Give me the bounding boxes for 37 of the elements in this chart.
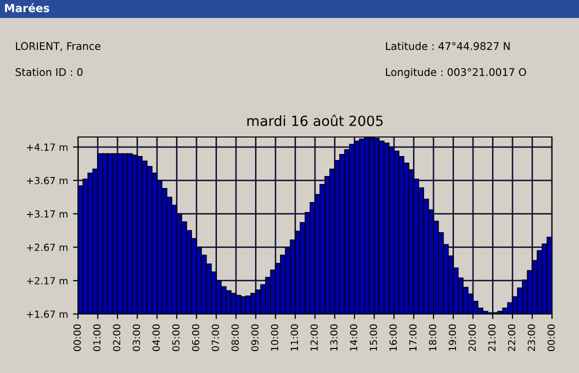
x-tick-label: 22:00 xyxy=(508,324,516,352)
x-tick-label: 11:00 xyxy=(290,324,298,351)
text: LORIENT, France xyxy=(16,42,100,52)
x-tick-label: 17:00 xyxy=(409,324,417,351)
x-tick-label: 23:00 xyxy=(528,324,536,352)
x-tick-label: 10:00 xyxy=(270,324,278,351)
y-tick-label: +2.67 m xyxy=(26,244,68,252)
x-tick-label: 05:00 xyxy=(172,324,180,352)
chart-title: mardi 16 août 2005 xyxy=(247,114,383,126)
x-tick-label: 13:00 xyxy=(330,324,338,351)
x-tick-label: 19:00 xyxy=(448,324,456,351)
text: Longitude : 003°21.0017 O xyxy=(386,68,526,78)
y-tick-label: +3.67 m xyxy=(26,176,68,184)
x-tick-label: 00:00 xyxy=(547,324,555,352)
x-tick-label: 21:00 xyxy=(488,324,496,352)
x-tick-label: 18:00 xyxy=(428,324,436,351)
x-tick-label: 14:00 xyxy=(350,324,358,351)
x-tick-label: 03:00 xyxy=(132,324,140,352)
x-tick-label: 20:00 xyxy=(468,324,476,352)
x-tick-label: 04:00 xyxy=(152,324,160,352)
x-tick-label: 01:00 xyxy=(93,324,101,352)
x-tick-label: 09:00 xyxy=(251,324,259,352)
text: Latitude : 47°44.9827 N xyxy=(386,42,510,50)
x-tick-label: 16:00 xyxy=(389,324,397,351)
y-tick-label: +2.17 m xyxy=(26,277,68,284)
y-tick-label: +1.67 m xyxy=(26,310,68,318)
x-tick-label: 00:00 xyxy=(73,324,81,352)
y-tick-label: +3.17 m xyxy=(26,210,68,218)
x-tick-label: 12:00 xyxy=(310,324,318,351)
x-tick-label: 08:00 xyxy=(231,324,239,352)
x-tick-label: 02:00 xyxy=(112,324,120,352)
x-tick-label: 06:00 xyxy=(192,324,200,352)
y-tick-label: +4.17 m xyxy=(26,144,68,151)
x-tick-label: 15:00 xyxy=(370,324,378,351)
text: Station ID : 0 xyxy=(16,68,83,76)
x-tick-label: 07:00 xyxy=(212,324,220,352)
text: Marées xyxy=(5,3,50,12)
